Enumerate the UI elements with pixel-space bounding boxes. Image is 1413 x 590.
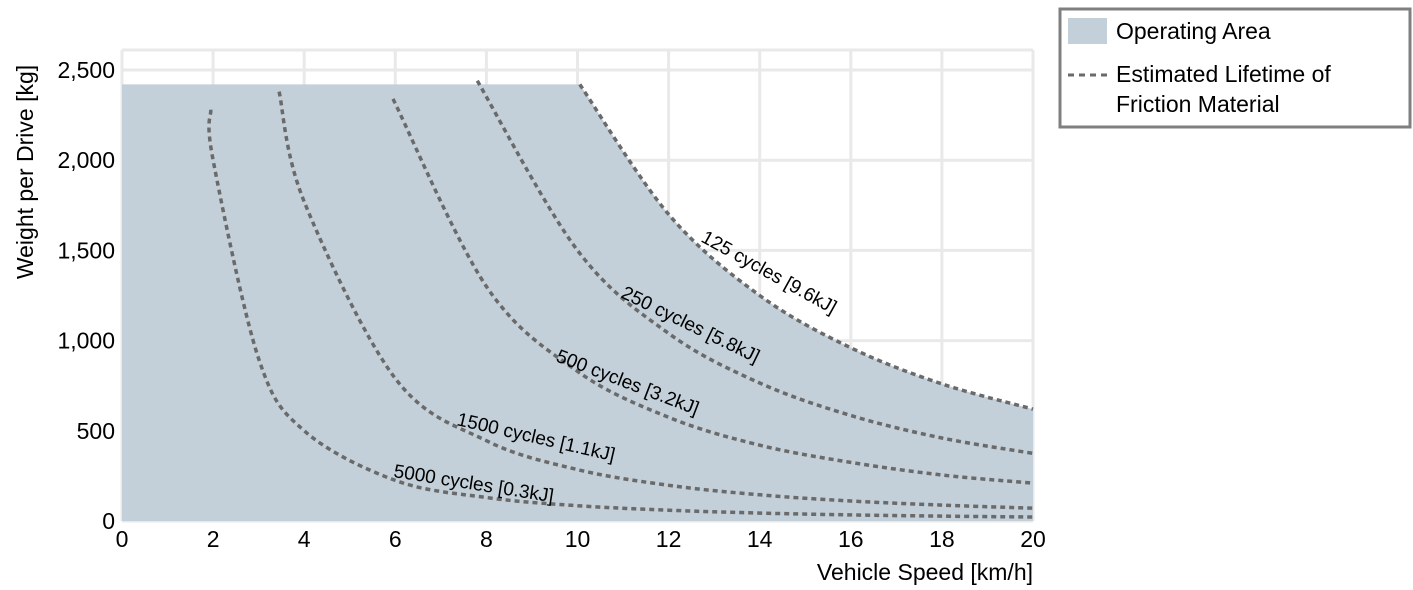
x-tick-label: 8 [480,526,493,552]
y-tick-label: 1,500 [57,237,115,263]
y-tick-label: 0 [102,508,115,534]
y-axis-label: Weight per Drive [kg] [12,65,38,279]
y-tick-label: 2,000 [57,147,115,173]
lifetime-curve-1 [475,79,1034,456]
legend-area-label: Operating Area [1116,18,1271,44]
operating-area [122,84,1033,521]
lifetime-curve-3 [277,91,1034,510]
legend-frame [1058,7,1412,129]
y-tick-label: 1,000 [57,328,115,354]
legend-line-label-2: Friction Material [1116,91,1280,117]
y-tick-label: 2,500 [57,57,115,83]
x-tick-label: 6 [389,526,402,552]
x-tick-label: 2 [207,526,220,552]
lifetime-curve-0 [578,83,1034,411]
x-tick-label: 10 [565,526,591,552]
x-tick-label: 18 [929,526,955,552]
lifetime-curves-layer [207,79,1034,519]
x-tick-label: 14 [747,526,773,552]
x-tick-label: 20 [1020,526,1046,552]
legend: Operating Area Estimated Lifetime of Fri… [1058,7,1412,129]
lifetime-curve-2 [391,98,1034,485]
x-tick-label: 4 [298,526,311,552]
x-axis-label: Vehicle Speed [km/h] [817,559,1033,585]
x-tick-label: 12 [656,526,682,552]
y-tick-label: 500 [77,418,115,444]
x-tick-label: 16 [838,526,864,552]
legend-line-label-1: Estimated Lifetime of [1116,61,1331,87]
tick-labels-layer: 0 2 4 6 8 10 12 14 16 18 20 0 500 1,000 1,500 2,000 2,50… [57,57,1045,552]
x-tick-label: 0 [116,526,129,552]
legend-area-swatch [1068,18,1107,44]
operating-area-layer [122,84,1033,521]
